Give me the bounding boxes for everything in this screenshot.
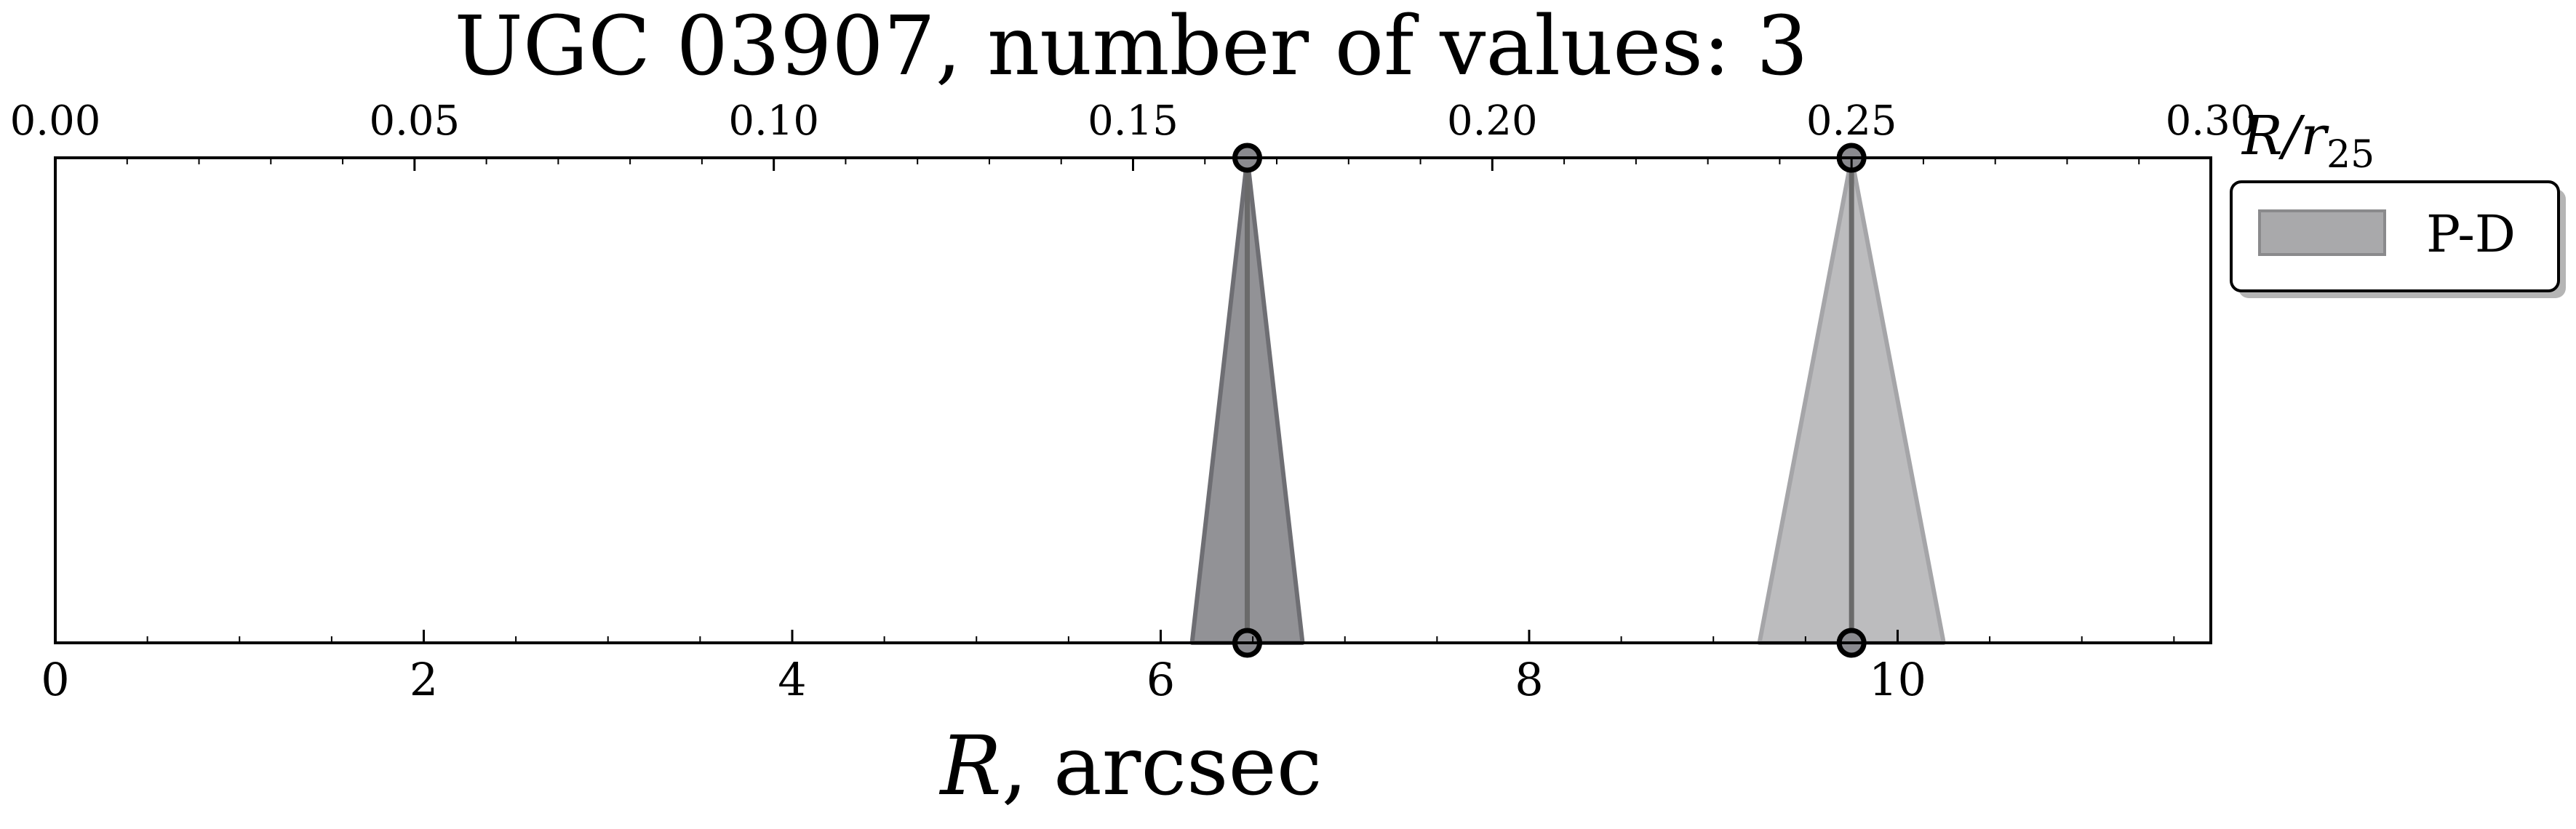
top-axis-label-main: R/r bbox=[2241, 105, 2330, 167]
bottom-tick-label: 2 bbox=[410, 653, 438, 706]
bottom-tick-label: 8 bbox=[1515, 653, 1543, 706]
x-axis-label-symbol: R bbox=[938, 719, 1001, 814]
bottom-tick-label: 10 bbox=[1869, 653, 1926, 706]
top-tick-label: 0.30 bbox=[2166, 97, 2257, 145]
bottom-tick-label: 4 bbox=[778, 653, 806, 706]
top-axis-label: R/r25 bbox=[2241, 105, 2374, 177]
bottom-tick-label: 6 bbox=[1147, 653, 1175, 706]
top-tick-label: 0.25 bbox=[1806, 97, 1897, 145]
legend: P-D bbox=[2230, 180, 2566, 298]
x-axis-label-unit: , arcsec bbox=[1002, 719, 1323, 814]
chart-title: UGC 03907, number of values: 3 bbox=[454, 0, 1808, 94]
top-axis-label-subscript: 25 bbox=[2326, 133, 2374, 177]
legend-box bbox=[2230, 180, 2560, 292]
x-axis-label: R, arcsec bbox=[938, 719, 1322, 814]
legend-patch bbox=[2258, 209, 2386, 256]
top-tick-label: 0.10 bbox=[728, 97, 819, 145]
legend-entry-label: P-D bbox=[2426, 204, 2516, 264]
top-axis: 0.00 0.05 0.10 0.15 0.20 0.25 0.30 bbox=[10, 97, 2257, 171]
top-tick-label: 0.20 bbox=[1447, 97, 1538, 145]
bottom-axis: 0 2 4 6 8 10 bbox=[41, 630, 2175, 706]
top-tick-label: 0.05 bbox=[369, 97, 460, 145]
top-tick-label: 0.15 bbox=[1088, 97, 1179, 145]
bottom-tick-label: 0 bbox=[41, 653, 69, 706]
top-tick-label: 0.00 bbox=[10, 97, 101, 145]
triangles-layer bbox=[1189, 143, 1946, 658]
